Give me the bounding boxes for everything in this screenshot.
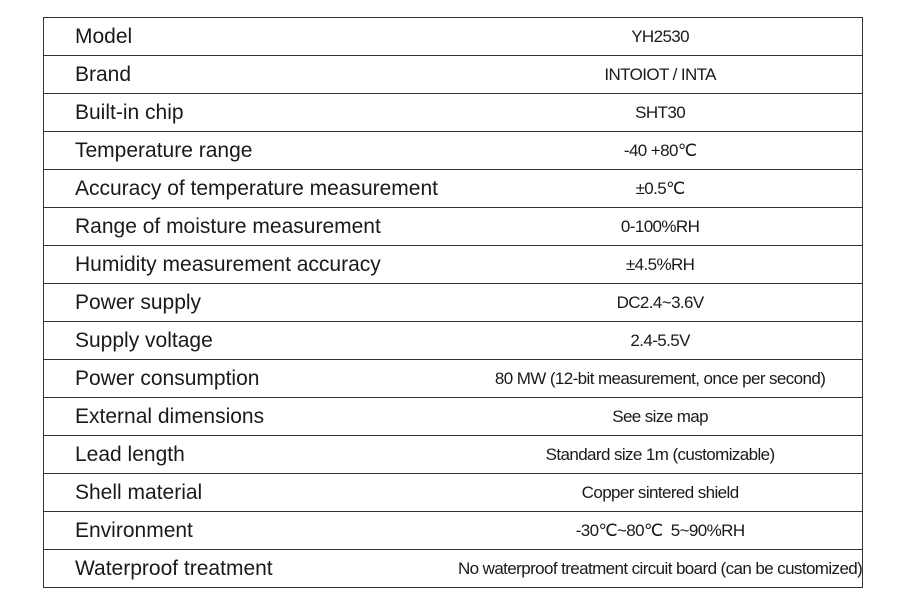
table-row: Model YH2530 bbox=[43, 17, 863, 56]
row-value: 2.4-5.5V bbox=[438, 321, 863, 360]
row-value: -40 +80℃ bbox=[438, 131, 863, 170]
table-row: Power supply DC2.4~3.6V bbox=[43, 283, 863, 322]
row-label: External dimensions bbox=[43, 397, 438, 436]
row-value: YH2530 bbox=[438, 17, 863, 56]
row-label: Temperature range bbox=[43, 131, 438, 170]
row-label: Built-in chip bbox=[43, 93, 438, 132]
table-row: Environment -30℃~80℃ 5~90%RH bbox=[43, 511, 863, 550]
row-value: SHT30 bbox=[438, 93, 863, 132]
row-value: No waterproof treatment circuit board (c… bbox=[438, 549, 863, 588]
row-value: 80 MW (12-bit measurement, once per seco… bbox=[438, 359, 863, 398]
row-value: DC2.4~3.6V bbox=[438, 283, 863, 322]
row-label: Environment bbox=[43, 511, 438, 550]
row-value: Standard size 1m (customizable) bbox=[438, 435, 863, 474]
row-label: Lead length bbox=[43, 435, 438, 474]
row-value: 0-100%RH bbox=[438, 207, 863, 246]
table-row: Waterproof treatment No waterproof treatm… bbox=[43, 549, 863, 588]
row-label: Waterproof treatment bbox=[43, 549, 438, 588]
row-label: Shell material bbox=[43, 473, 438, 512]
row-value: See size map bbox=[438, 397, 863, 436]
table-row: Humidity measurement accuracy ±4.5%RH bbox=[43, 245, 863, 284]
row-label: Power consumption bbox=[43, 359, 438, 398]
row-value: -30℃~80℃ 5~90%RH bbox=[438, 511, 863, 550]
row-value: ±4.5%RH bbox=[438, 245, 863, 284]
row-value: INTOIOT / INTA bbox=[438, 55, 863, 94]
row-value: ±0.5℃ bbox=[438, 169, 863, 208]
table-row: Brand INTOIOT / INTA bbox=[43, 55, 863, 94]
row-label: Supply voltage bbox=[43, 321, 438, 360]
row-value: Copper sintered shield bbox=[438, 473, 863, 512]
row-label: Range of moisture measurement bbox=[43, 207, 438, 246]
table-row: Temperature range -40 +80℃ bbox=[43, 131, 863, 170]
row-label: Power supply bbox=[43, 283, 438, 322]
table-row: Range of moisture measurement 0-100%RH bbox=[43, 207, 863, 246]
table-row: Accuracy of temperature measurement ±0.5℃ bbox=[43, 169, 863, 208]
table-row: Built-in chip SHT30 bbox=[43, 93, 863, 132]
row-label: Humidity measurement accuracy bbox=[43, 245, 438, 284]
row-label: Model bbox=[43, 17, 438, 56]
spec-table: Model YH2530 Brand INTOIOT / INTA Built-in c… bbox=[43, 17, 864, 588]
table-row: Supply voltage 2.4-5.5V bbox=[43, 321, 863, 360]
table-row: Shell material Copper sintered shield bbox=[43, 473, 863, 512]
table-body: Model YH2530 Brand INTOIOT / INTA Built-in c… bbox=[43, 17, 863, 588]
row-label: Brand bbox=[43, 55, 438, 94]
table-row: Lead length Standard size 1m (customizabl… bbox=[43, 435, 863, 474]
row-label: Accuracy of temperature measurement bbox=[43, 169, 438, 208]
table-row: External dimensions See size map bbox=[43, 397, 863, 436]
table-row: Power consumption 80 MW (12-bit measureme… bbox=[43, 359, 863, 398]
